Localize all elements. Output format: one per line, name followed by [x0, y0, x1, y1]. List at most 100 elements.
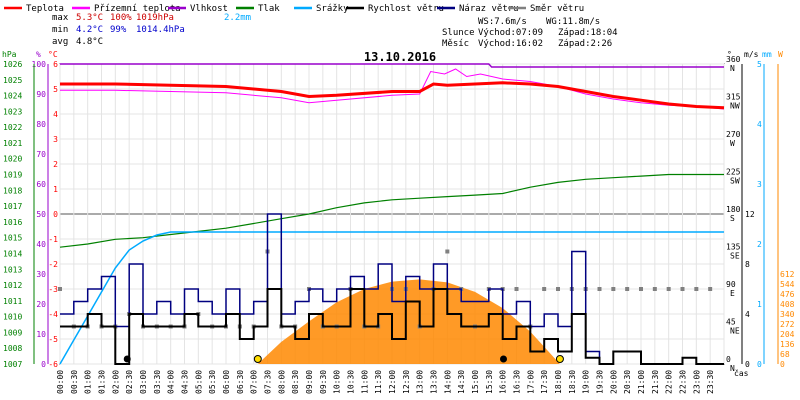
time-tick-22: 11:00 [360, 370, 369, 394]
pressure-tick-10: 1017 [3, 202, 22, 211]
time-tick-39: 19:30 [596, 370, 605, 394]
rain-tick-2: 2 [757, 240, 762, 249]
time-tick-27: 13:30 [430, 370, 439, 394]
moon-rise: Východ:16:02 [478, 39, 543, 49]
chart-title: 13.10.2016 [364, 50, 436, 64]
humidity-tick-4: 40 [36, 240, 46, 249]
series-humidity [60, 63, 724, 68]
time-tick-25: 12:30 [402, 370, 411, 394]
time-tick-17: 08:30 [291, 370, 300, 394]
wind-dir-point [556, 287, 560, 291]
time-tick-47: 23:30 [706, 370, 715, 394]
rain-tick-0: 0 [757, 360, 762, 369]
stat-hum-0: 100% [110, 13, 132, 23]
time-tick-28: 14:00 [443, 370, 452, 394]
rain-tick-4: 4 [757, 120, 762, 129]
sun-set: Západ:18:04 [558, 28, 618, 38]
temperature-tick-10: 4 [53, 110, 58, 119]
time-tick-3: 01:30 [98, 370, 107, 394]
time-tick-12: 06:00 [222, 370, 231, 394]
time-tick-29: 14:30 [457, 370, 466, 394]
stat-hum-1: 99% [110, 25, 127, 35]
time-tick-13: 06:30 [236, 370, 245, 394]
winddir-label-3: SE [730, 252, 740, 261]
time-tick-35: 17:30 [540, 370, 549, 394]
wind-dir-point [652, 287, 657, 291]
windspeed-tick-1: 4 [745, 310, 750, 319]
pressure-tick-1: 1008 [3, 344, 22, 353]
time-tick-37: 18:30 [568, 370, 577, 394]
humidity-unit: % [36, 50, 41, 59]
series-pressure [59, 173, 724, 248]
pressure-tick-9: 1016 [3, 218, 22, 227]
wind-dir-point [639, 287, 643, 291]
solar-tick-2: 136 [780, 340, 795, 349]
rain-tick-1: 1 [757, 300, 762, 309]
time-tick-40: 20:00 [609, 370, 618, 394]
stat-label-1: min [52, 25, 68, 35]
temperature-tick-0: -6 [48, 360, 58, 369]
stat-rain-0: 2.2mm [224, 13, 251, 23]
time-tick-2: 01:00 [84, 370, 93, 394]
pressure-tick-16: 1023 [3, 107, 22, 116]
legend-label-4: Srážky [316, 4, 349, 14]
time-tick-6: 03:00 [139, 370, 148, 394]
wind-dir-point [625, 287, 630, 291]
winddir-tick-0: 0 [726, 355, 731, 364]
time-tick-30: 15:00 [471, 370, 480, 394]
time-tick-10: 05:00 [194, 370, 203, 394]
pressure-tick-14: 1021 [3, 139, 22, 148]
wind-dir-point [58, 287, 62, 291]
windspeed-tick-3: 12 [745, 210, 755, 219]
time-tick-4: 02:00 [111, 370, 120, 394]
chart-legend: Teplota Přízemní teplota Vlhkost Tlak Srážky… [4, 4, 584, 14]
moon-marker-0 [123, 355, 131, 363]
stat-temp-1: 4.2°C [76, 25, 103, 35]
temperature-tick-8: 2 [53, 160, 58, 169]
humidity-tick-1: 10 [36, 330, 46, 339]
time-tick-32: 16:00 [499, 370, 508, 394]
series-wind-gust [60, 213, 614, 365]
windspeed-tick-0: 0 [745, 360, 750, 369]
time-tick-26: 13:00 [416, 370, 425, 394]
time-tick-34: 17:00 [526, 370, 535, 394]
legend-label-1: Přízemní teplota [94, 4, 181, 14]
winddir-tick-3: 135 [726, 243, 741, 252]
temperature-tick-9: 3 [53, 135, 58, 144]
humidity-tick-2: 20 [36, 300, 46, 309]
sun-rise: Východ:07:09 [478, 28, 543, 38]
legend-label-6: Náraz větru [459, 4, 519, 14]
winddir-label-8: N [730, 64, 735, 73]
wind-dir-point [666, 287, 671, 291]
pressure-tick-18: 1025 [3, 76, 22, 85]
temperature-tick-3: -3 [48, 285, 58, 294]
plot-area [58, 63, 725, 365]
time-tick-5: 02:30 [125, 370, 134, 394]
solar-tick-1: 68 [780, 350, 790, 359]
time-tick-23: 11:30 [374, 370, 383, 394]
pressure-tick-17: 1024 [3, 92, 22, 101]
pressure-unit: hPa [2, 50, 17, 59]
legend-label-2: Vlhkost [190, 4, 228, 14]
time-tick-9: 04:30 [181, 370, 190, 394]
time-tick-21: 10:30 [347, 370, 356, 394]
windspeed-tick-2: 8 [745, 260, 750, 269]
time-tick-24: 12:00 [388, 370, 397, 394]
solar-tick-8: 544 [780, 280, 795, 289]
moon-set: Západ:2:26 [558, 39, 612, 49]
time-tick-11: 05:30 [208, 370, 217, 394]
rain-tick-3: 3 [757, 180, 762, 189]
temperature-tick-12: 6 [53, 60, 58, 69]
stat-ws: WS:7.6m/s [478, 17, 527, 27]
time-tick-18: 09:00 [305, 370, 314, 394]
winddir-tick-7: 315 [726, 93, 741, 102]
time-tick-31: 15:30 [485, 370, 494, 394]
solar-tick-5: 340 [780, 310, 795, 319]
temperature-tick-2: -4 [48, 310, 58, 319]
solar-tick-7: 476 [780, 290, 795, 299]
temperature-tick-1: -5 [48, 335, 58, 344]
humidity-tick-6: 60 [36, 180, 46, 189]
time-tick-44: 22:00 [665, 370, 674, 394]
humidity-tick-9: 90 [36, 90, 46, 99]
